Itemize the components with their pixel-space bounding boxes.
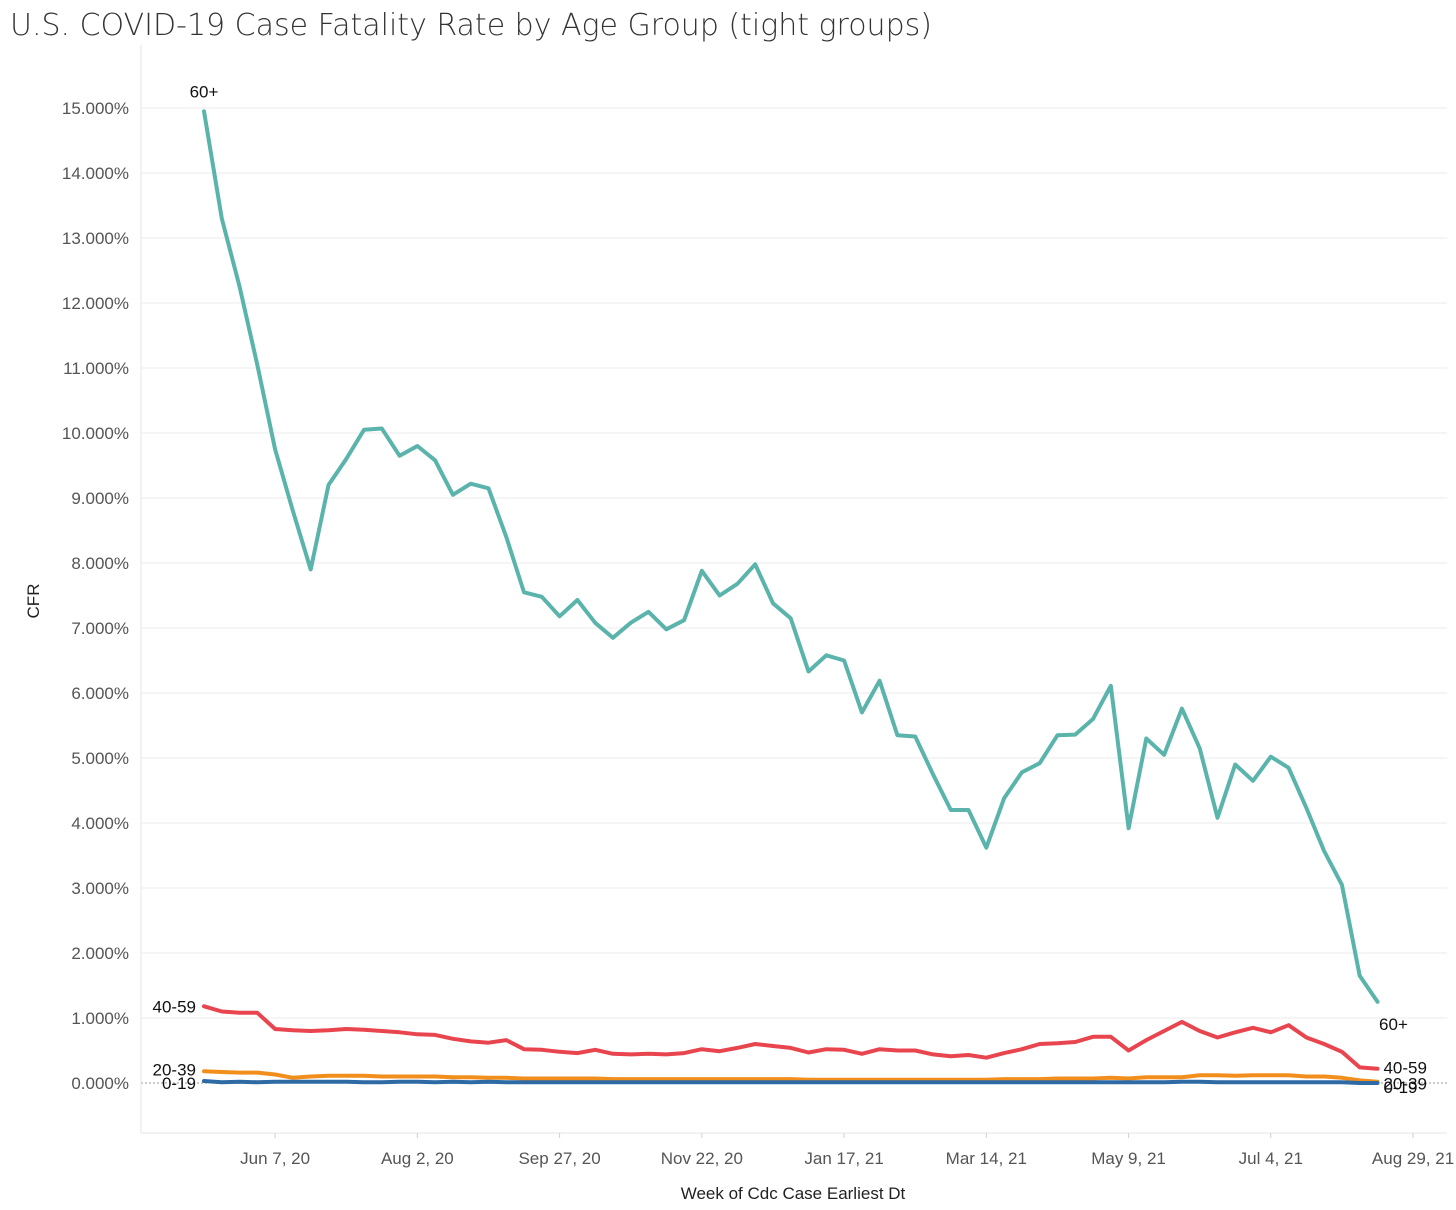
x-tick-label: Sep 27, 20 bbox=[518, 1149, 600, 1168]
y-tick-label: 1.000% bbox=[71, 1009, 129, 1028]
y-tick-label: 5.000% bbox=[71, 749, 129, 768]
y-tick-label: 11.000% bbox=[63, 359, 129, 378]
series-end-label-20-39: 20-39 bbox=[1383, 1075, 1426, 1094]
x-tick-label: Mar 14, 21 bbox=[946, 1149, 1027, 1168]
x-tick-label: Jan 17, 21 bbox=[804, 1149, 883, 1168]
series-lines bbox=[202, 109, 1380, 1085]
series-end-label-40-59: 40-59 bbox=[1383, 1059, 1426, 1078]
x-tick-label: Jul 4, 21 bbox=[1239, 1149, 1303, 1168]
y-tick-label: 13.000% bbox=[62, 229, 129, 248]
axes bbox=[140, 45, 1447, 1134]
x-tick-label: Nov 22, 20 bbox=[661, 1149, 743, 1168]
y-tick-label: 12.000% bbox=[62, 294, 129, 313]
series-line-60+ bbox=[202, 109, 1380, 1004]
x-tick-label: Aug 2, 20 bbox=[381, 1149, 454, 1168]
series-start-label-40-59: 40-59 bbox=[153, 997, 196, 1016]
series-line-20-39 bbox=[202, 1069, 1380, 1084]
x-axis-ticks: Jun 7, 20 Aug 2, 20 Sep 27, 20 Nov 22, 20 Ja… bbox=[240, 1133, 1454, 1168]
y-tick-label: 9.000% bbox=[71, 489, 129, 508]
y-tick-label: 4.000% bbox=[71, 814, 129, 833]
y-tick-label: 0.000% bbox=[71, 1074, 129, 1093]
y-tick-label: 14.000% bbox=[62, 164, 129, 183]
series-start-label-60+: 60+ bbox=[190, 82, 219, 101]
y-tick-label: 3.000% bbox=[71, 879, 129, 898]
x-axis-title: Week of Cdc Case Earliest Dt bbox=[681, 1184, 906, 1203]
gridlines bbox=[141, 107, 1447, 1019]
y-axis-ticks: 0.000% 1.000% 2.000% 3.000% 4.000% 5.000% 6.00… bbox=[62, 99, 129, 1093]
series-end-label-60+: 60+ bbox=[1379, 1015, 1408, 1034]
series-start-label-20-39: 20-39 bbox=[153, 1060, 196, 1079]
y-tick-label: 8.000% bbox=[71, 554, 129, 573]
chart-title: U.S. COVID-19 Case Fatality Rate by Age … bbox=[10, 8, 932, 43]
y-tick-label: 7.000% bbox=[71, 619, 129, 638]
x-tick-label: May 9, 21 bbox=[1091, 1149, 1166, 1168]
series-start-label-0-19: 0-19 bbox=[162, 1074, 196, 1093]
y-tick-label: 6.000% bbox=[71, 684, 129, 703]
series-line-40-59 bbox=[202, 1004, 1380, 1071]
y-tick-label: 2.000% bbox=[71, 944, 129, 963]
series-end-label-0-19: 0-19 bbox=[1383, 1078, 1417, 1097]
y-tick-label: 10.000% bbox=[62, 424, 129, 443]
x-tick-label: Aug 29, 21 bbox=[1372, 1149, 1454, 1168]
x-tick-label: Jun 7, 20 bbox=[240, 1149, 310, 1168]
series-line-0-19 bbox=[202, 1079, 1380, 1085]
y-tick-label: 15.000% bbox=[62, 99, 129, 118]
y-axis-title: CFR bbox=[24, 584, 43, 619]
